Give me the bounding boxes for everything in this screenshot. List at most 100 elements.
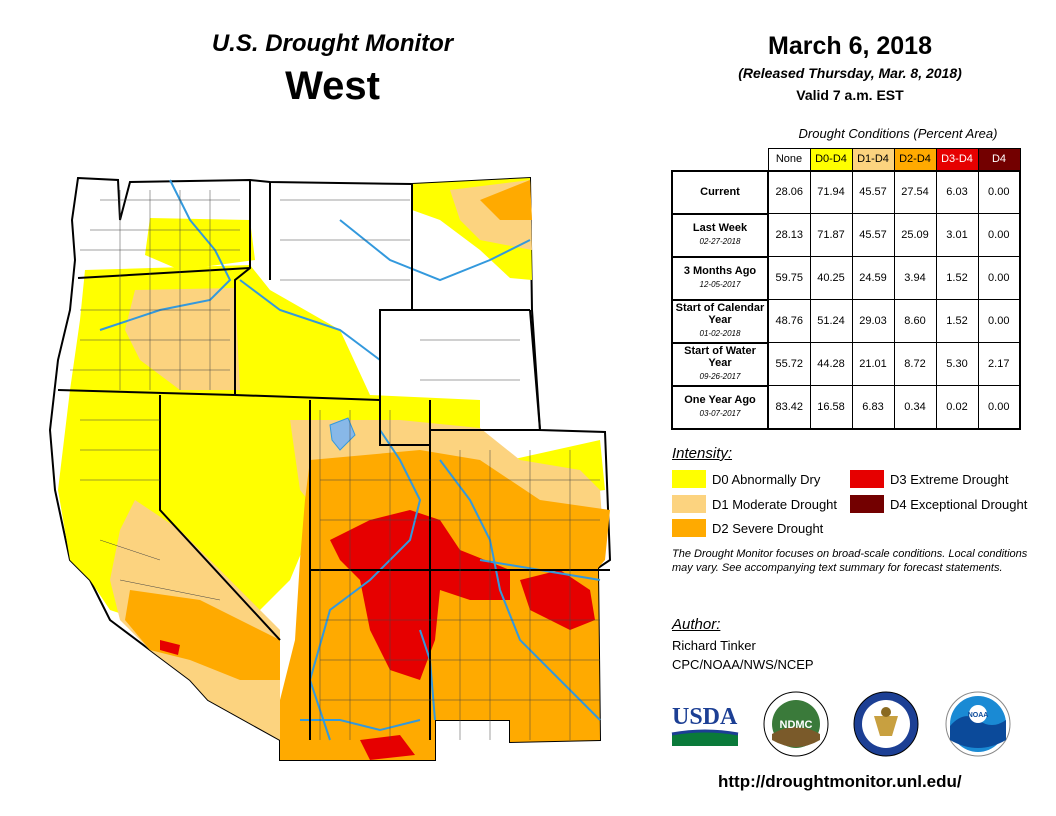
- row-date: 01-02-2018: [699, 329, 741, 338]
- table-cell: 3.94: [893, 256, 937, 300]
- col-header: D1-D4: [851, 148, 895, 171]
- col-header: D0-D4: [809, 148, 853, 171]
- row-date: 03-07-2017: [699, 409, 741, 418]
- intensity-title: Intensity:: [672, 445, 733, 462]
- noaa-logo: NOAA: [945, 691, 1011, 757]
- col-header: None: [767, 148, 811, 171]
- legend-swatch-d3: [850, 470, 884, 488]
- row-label: One Year Ago 03-07-2017: [671, 384, 769, 430]
- table-row: One Year Ago 03-07-2017 83.42 16.58 6.83 0.34…: [671, 384, 1021, 430]
- table-row: Start of Water Year 09-26-2017 55.72 44.28 2…: [671, 341, 1021, 387]
- table-cell: 0.00: [977, 299, 1021, 343]
- usda-logo: USDA: [671, 704, 739, 746]
- legend-label: D2 Severe Drought: [712, 520, 824, 536]
- table-cell: 6.03: [935, 170, 979, 214]
- table-cell: 83.42: [767, 385, 811, 429]
- row-label: Last Week 02-27-2018: [671, 212, 769, 258]
- region-title: West: [285, 64, 380, 108]
- table-cell: 45.57: [851, 170, 895, 214]
- table-cell: 0.00: [977, 256, 1021, 300]
- state-boundaries: [57, 180, 610, 740]
- table-cell: 24.59: [851, 256, 895, 300]
- row-date: 09-26-2017: [699, 372, 741, 381]
- header-blank: [672, 149, 768, 171]
- row-label: Current: [671, 169, 769, 215]
- ndmc-logo: NDMC: [763, 691, 829, 757]
- disclaimer-note: The Drought Monitor focuses on broad-sca…: [672, 548, 1028, 574]
- table-cell: 3.01: [935, 213, 979, 257]
- doc-seal-logo: [853, 691, 919, 757]
- row-label: Start of Water Year 09-26-2017: [671, 341, 769, 387]
- col-header: D4: [977, 148, 1021, 171]
- table-header-row: None D0-D4 D1-D4 D2-D4 D3-D4 D4: [672, 148, 1021, 171]
- col-header: D2-D4: [893, 148, 937, 171]
- drought-conditions-table: None D0-D4 D1-D4 D2-D4 D3-D4 D4 Current 2…: [671, 148, 1021, 430]
- row-label-text: Last Week: [692, 222, 748, 234]
- legend-swatch-d4: [850, 495, 884, 513]
- noaa-logo-text: NOAA: [968, 712, 989, 719]
- legend-swatch-d0: [672, 470, 706, 488]
- table-row: 3 Months Ago 12-05-2017 59.75 40.25 24.59 3.9…: [671, 255, 1021, 301]
- table-cell: 1.52: [935, 256, 979, 300]
- table-cell: 55.72: [767, 342, 811, 386]
- release-date: (Released Thursday, Mar. 8, 2018): [738, 65, 962, 81]
- legend-label: D4 Exceptional Drought: [890, 496, 1028, 512]
- table-cell: 21.01: [851, 342, 895, 386]
- legend-item: D2 Severe Drought: [672, 519, 823, 537]
- usda-logo-text: USDA: [672, 704, 738, 730]
- table-cell: 1.52: [935, 299, 979, 343]
- website-link[interactable]: http://droughtmonitor.unl.edu/: [718, 772, 962, 791]
- table-cell: 28.13: [767, 213, 811, 257]
- legend-swatch-d2: [672, 519, 706, 537]
- row-label: Start of Calendar Year 01-02-2018: [671, 298, 769, 344]
- table-cell: 71.87: [809, 213, 853, 257]
- row-label: 3 Months Ago 12-05-2017: [671, 255, 769, 301]
- legend-label: D1 Moderate Drought: [712, 496, 838, 512]
- table-cell: 45.57: [851, 213, 895, 257]
- table-cell: 8.60: [893, 299, 937, 343]
- ndmc-logo-text: NDMC: [780, 719, 813, 731]
- author-org: CPC/NOAA/NWS/NCEP: [672, 657, 814, 672]
- row-date: 02-27-2018: [699, 237, 741, 246]
- legend-item: D4 Exceptional Drought: [850, 495, 1027, 513]
- legend-item: D3 Extreme Drought: [850, 470, 1009, 488]
- table-cell: 6.83: [851, 385, 895, 429]
- d3-extreme-drought-areas: [160, 510, 595, 760]
- row-label-text: Start of Calendar Year: [675, 302, 765, 326]
- legend-label: D3 Extreme Drought: [890, 471, 1009, 487]
- table-cell: 29.03: [851, 299, 895, 343]
- county-lines: [70, 190, 600, 740]
- table-cell: 71.94: [809, 170, 853, 214]
- table-cell: 48.76: [767, 299, 811, 343]
- legend-swatch-d1: [672, 495, 706, 513]
- row-label-text: 3 Months Ago: [683, 265, 757, 277]
- table-cell: 5.30: [935, 342, 979, 386]
- date-header: March 6, 2018 (Released Thursday, Mar. 8…: [690, 32, 1010, 103]
- drought-map: [48, 176, 612, 761]
- table-cell: 44.28: [809, 342, 853, 386]
- table-row: Current 28.06 71.94 45.57 27.54 6.03 0.00: [671, 169, 1021, 215]
- table-cell: 0.34: [893, 385, 937, 429]
- map-date: March 6, 2018: [768, 32, 932, 60]
- table-cell: 27.54: [893, 170, 937, 214]
- author-title: Author:: [672, 616, 721, 633]
- table-cell: 2.17: [977, 342, 1021, 386]
- map-header: U.S. Drought Monitor West: [150, 30, 515, 109]
- table-cell: 0.00: [977, 385, 1021, 429]
- table-cell: 0.00: [977, 213, 1021, 257]
- table-cell: 16.58: [809, 385, 853, 429]
- table-cell: 8.72: [893, 342, 937, 386]
- valid-time: Valid 7 a.m. EST: [796, 87, 904, 103]
- legend-label: D0 Abnormally Dry: [712, 471, 821, 487]
- table-cell: 51.24: [809, 299, 853, 343]
- table-cell: 0.02: [935, 385, 979, 429]
- great-salt-lake: [329, 417, 356, 451]
- legend-item: D1 Moderate Drought: [672, 495, 837, 513]
- table-caption: Drought Conditions (Percent Area): [798, 126, 998, 141]
- table-row: Last Week 02-27-2018 28.13 71.87 45.57 25.09 3…: [671, 212, 1021, 258]
- table-cell: 0.00: [977, 170, 1021, 214]
- product-title: U.S. Drought Monitor: [211, 30, 454, 57]
- row-label-text: Start of Water Year: [684, 345, 756, 369]
- table-cell: 25.09: [893, 213, 937, 257]
- table-cell: 40.25: [809, 256, 853, 300]
